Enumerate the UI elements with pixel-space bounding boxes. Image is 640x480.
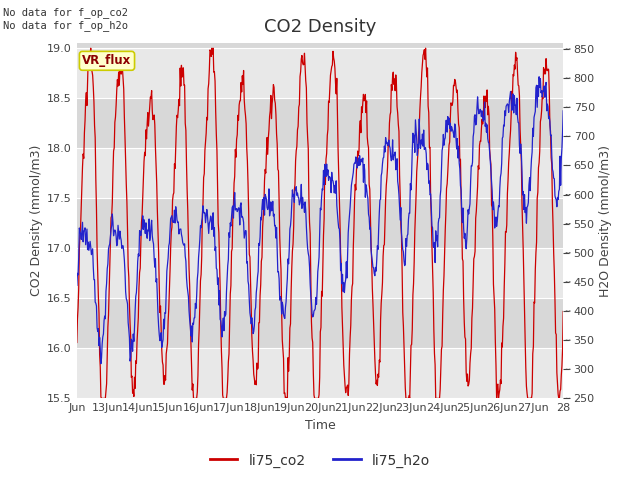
Title: CO2 Density: CO2 Density	[264, 18, 376, 36]
Y-axis label: H2O Density (mmol/m3): H2O Density (mmol/m3)	[599, 145, 612, 297]
Bar	[77, 248, 563, 299]
Bar	[77, 148, 563, 198]
Legend: li75_co2, li75_h2o: li75_co2, li75_h2o	[204, 448, 436, 473]
Text: No data for f_op_co2
No data for f_op_h2o: No data for f_op_co2 No data for f_op_h2…	[3, 7, 128, 31]
X-axis label: Time: Time	[305, 419, 335, 432]
Bar	[77, 48, 563, 98]
Bar	[77, 348, 563, 398]
Text: VR_flux: VR_flux	[83, 54, 132, 67]
Y-axis label: CO2 Density (mmol/m3): CO2 Density (mmol/m3)	[30, 145, 43, 297]
